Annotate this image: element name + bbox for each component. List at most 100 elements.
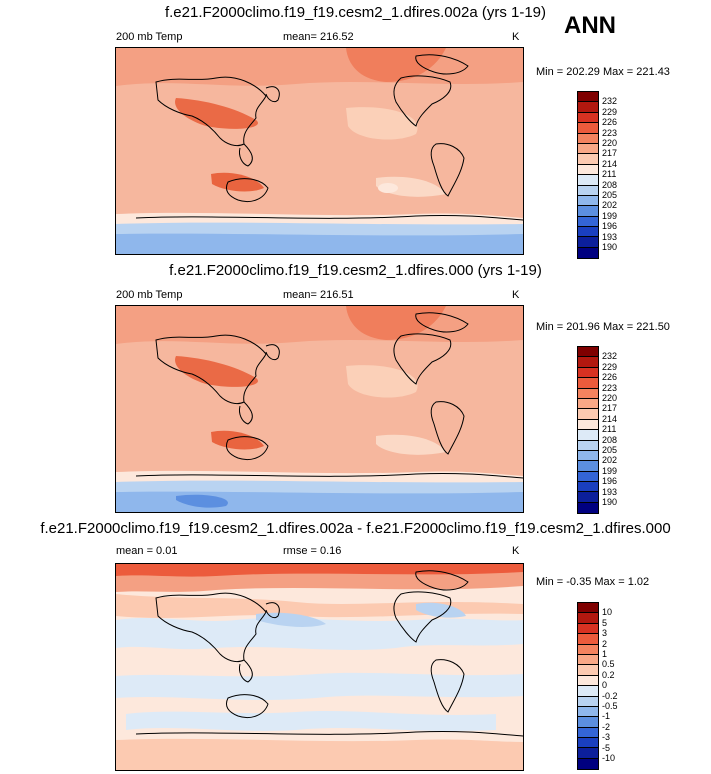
colorbar-level-label: -0.2 [602, 690, 618, 701]
colorbar-level-label: 229 [602, 361, 618, 372]
colorbar-level-label: 229 [602, 106, 618, 117]
panel1-title: f.e21.F2000climo.f19_f19.cesm2_1.dfires.… [164, 4, 547, 21]
colorbar-level-label: 205 [602, 190, 618, 200]
colorbar-level-label: 211 [602, 169, 617, 180]
colorbar-level-label: 205 [602, 445, 618, 455]
colorbar-level-label: 202 [602, 200, 618, 211]
colorbar-swatch [578, 216, 598, 228]
colorbar-swatch [578, 409, 598, 420]
panel2-colorbar [577, 346, 599, 515]
colorbar-swatch [578, 675, 598, 687]
panel2-units-label: K [512, 289, 520, 301]
colorbar-level-label: 2 [602, 638, 608, 649]
colorbar-swatch [578, 154, 598, 165]
colorbar-swatch [578, 686, 598, 697]
season-label: ANN [564, 12, 616, 39]
colorbar-swatch [578, 175, 598, 186]
colorbar-level-label: 223 [602, 382, 618, 393]
colorbar-level-label: 220 [602, 393, 618, 403]
panel2-map [115, 305, 524, 513]
panel1-colorbar [577, 91, 599, 260]
panel3-colorbar [577, 602, 599, 771]
colorbar-swatch [578, 738, 598, 749]
colorbar-level-label: 217 [602, 148, 618, 159]
colorbar-level-label: 193 [602, 231, 618, 242]
colorbar-swatch [578, 440, 598, 451]
colorbar-level-label: -0.5 [602, 701, 618, 711]
colorbar-swatch [578, 696, 598, 707]
colorbar-swatch [578, 419, 598, 431]
colorbar-swatch [578, 164, 598, 176]
colorbar-swatch [578, 185, 598, 196]
colorbar-level-label: 190 [602, 497, 618, 507]
colorbar-level-label: 220 [602, 138, 618, 148]
panel3-units-label: K [512, 545, 520, 557]
colorbar-level-label: 226 [602, 372, 618, 383]
colorbar-swatch [578, 450, 598, 462]
panel1-variable-label: 200 mb Temp [116, 31, 183, 43]
panel1-minmax: Min = 202.29 Max = 221.43 [536, 66, 670, 78]
colorbar-level-label: -1 [602, 711, 611, 722]
colorbar-swatch [578, 634, 598, 645]
colorbar-swatch [578, 92, 598, 103]
colorbar-swatch [578, 247, 598, 259]
colorbar-level-label: 226 [602, 117, 618, 128]
panel1-mean-label: mean= 216.52 [283, 31, 354, 43]
colorbar-swatch [578, 102, 598, 113]
panel3-minmax: Min = -0.35 Max = 1.02 [536, 576, 650, 588]
colorbar-swatch [578, 603, 598, 614]
colorbar-swatch [578, 367, 598, 379]
colorbar-level-label: 3 [602, 628, 608, 639]
colorbar-level-label: 5 [602, 617, 608, 628]
colorbar-level-label: -10 [602, 753, 616, 763]
colorbar-level-label: 0 [602, 680, 608, 691]
colorbar-swatch [578, 430, 598, 441]
colorbar-swatch [578, 758, 598, 770]
colorbar-level-label: 208 [602, 434, 618, 445]
colorbar-swatch [578, 665, 598, 676]
panel2-variable-label: 200 mb Temp [116, 289, 183, 301]
colorbar-swatch [578, 347, 598, 358]
colorbar-level-label: 232 [602, 351, 618, 362]
colorbar-swatch [578, 123, 598, 134]
colorbar-swatch [578, 623, 598, 635]
panel1-map [115, 47, 524, 255]
colorbar-level-label: 214 [602, 413, 618, 424]
colorbar-level-label: 10 [602, 607, 613, 618]
colorbar-swatch [578, 502, 598, 514]
colorbar-swatch [578, 237, 598, 248]
colorbar-level-label: -3 [602, 732, 611, 743]
colorbar-swatch [578, 133, 598, 144]
colorbar-swatch [578, 748, 598, 759]
panel3-map [115, 563, 524, 771]
colorbar-level-label: 217 [602, 403, 618, 414]
colorbar-level-label: 190 [602, 242, 618, 252]
colorbar-swatch [578, 206, 598, 217]
colorbar-swatch [578, 706, 598, 718]
colorbar-level-label: 202 [602, 455, 618, 466]
colorbar-swatch [578, 112, 598, 124]
colorbar-swatch [578, 398, 598, 410]
colorbar-swatch [578, 613, 598, 624]
colorbar-level-label: 199 [602, 210, 618, 221]
colorbar-swatch [578, 471, 598, 483]
colorbar-swatch [578, 357, 598, 368]
colorbar-level-label: 211 [602, 424, 617, 435]
colorbar-swatch [578, 654, 598, 666]
colorbar-level-label: 0.2 [602, 669, 615, 680]
colorbar-swatch [578, 388, 598, 399]
colorbar-swatch [578, 644, 598, 655]
panel3-rmse-label: rmse = 0.16 [283, 545, 342, 557]
colorbar-level-label: 1 [602, 649, 608, 659]
panel2-mean-label: mean= 216.51 [283, 289, 354, 301]
panel2-title: f.e21.F2000climo.f19_f19.cesm2_1.dfires.… [169, 262, 542, 279]
colorbar-swatch [578, 482, 598, 493]
colorbar-level-label: 199 [602, 465, 618, 476]
colorbar-level-label: 196 [602, 221, 618, 232]
panel2-minmax: Min = 201.96 Max = 221.50 [536, 321, 670, 333]
colorbar-swatch [578, 227, 598, 238]
colorbar-level-label: 223 [602, 127, 618, 138]
panel3-title: f.e21.F2000climo.f19_f19.cesm2_1.dfires.… [40, 520, 671, 537]
colorbar-level-label: 232 [602, 96, 618, 107]
colorbar-level-label: -2 [602, 721, 611, 732]
